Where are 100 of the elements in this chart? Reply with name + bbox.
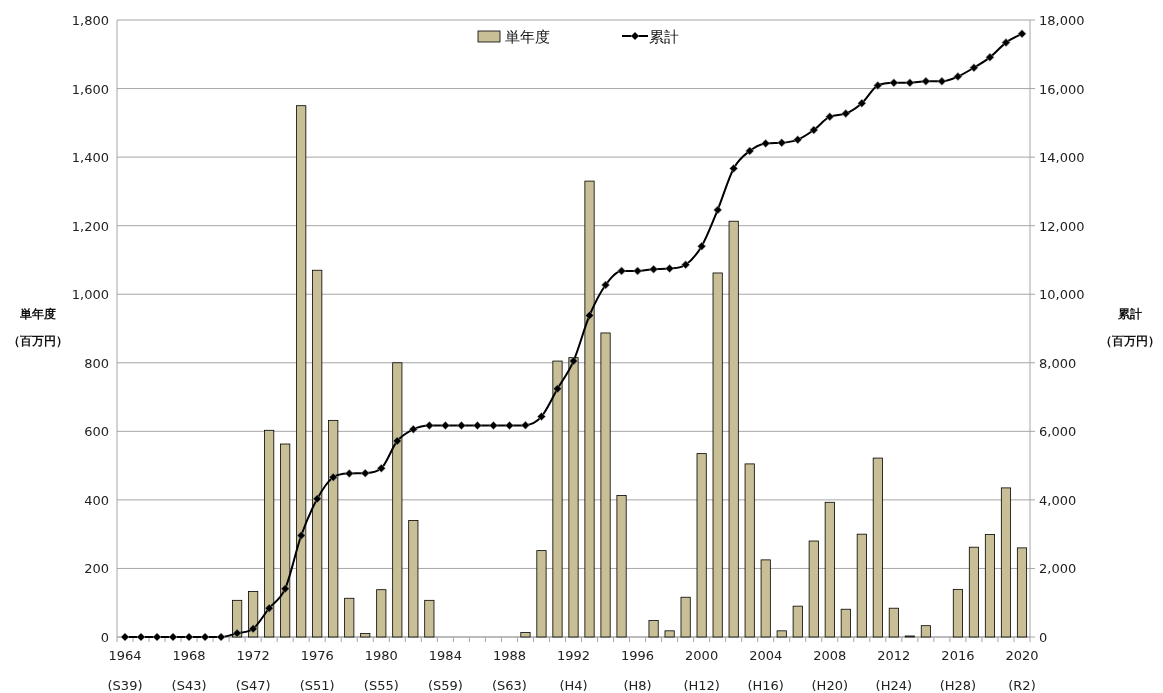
point (184, 632, 194, 642)
y2-tick-label: 18,000 (1039, 13, 1085, 28)
point (280, 584, 290, 593)
point (873, 81, 883, 90)
bar (840, 608, 851, 638)
point (969, 63, 979, 72)
point (248, 624, 258, 634)
bar (856, 533, 867, 638)
point (537, 412, 546, 421)
point (617, 266, 626, 276)
bar (616, 495, 627, 638)
y-tick-label: 0 (100, 630, 109, 645)
y2-axis-title: 累計（百万円） (1100, 307, 1160, 348)
bar (376, 589, 387, 638)
x-tick-label: 1992 (H4) (556, 648, 591, 693)
point (697, 241, 706, 251)
x-tick-label: 1976 (S51) (299, 648, 335, 693)
point (312, 494, 322, 504)
y-tick-label: 200 (84, 561, 109, 577)
y2-tick-label: 10,000 (1039, 287, 1085, 303)
point (665, 264, 674, 273)
y-tick-label: 1,200 (71, 218, 109, 234)
point (328, 472, 338, 482)
point (521, 420, 530, 430)
point (649, 264, 658, 274)
x-tick-label: 2016 (H28) (939, 648, 977, 693)
y2-tick-label: 16,000 (1039, 81, 1085, 97)
point (376, 464, 386, 473)
bar (680, 596, 691, 638)
point (841, 109, 851, 118)
point (553, 384, 562, 394)
point (633, 266, 642, 276)
bar (792, 605, 803, 638)
bar (712, 272, 723, 638)
x-tick-label: 1980 (S55) (363, 648, 399, 693)
bar (728, 220, 739, 638)
bar (952, 588, 963, 638)
bar (408, 520, 419, 638)
bar (664, 630, 675, 638)
bar (968, 546, 979, 638)
point (793, 135, 803, 144)
x-tick-label: 1988 (S63) (491, 648, 527, 693)
bar (920, 625, 931, 638)
point (296, 531, 306, 540)
x-tick-label: 2004 (H16) (747, 648, 784, 693)
x-tick-label: 2020 (R2) (1005, 648, 1039, 693)
bar (760, 559, 771, 638)
legend-label: 単年度 (505, 28, 550, 46)
point (1017, 29, 1027, 39)
legend-label: 累計 (649, 28, 679, 46)
point (985, 53, 995, 62)
point (360, 468, 370, 478)
y2-tick-label: 4,000 (1039, 492, 1077, 508)
bar (776, 630, 787, 638)
point (505, 421, 514, 430)
point (905, 78, 915, 88)
point (216, 632, 226, 642)
y-tick-label: 1,600 (71, 81, 109, 97)
bar (888, 607, 899, 638)
bar (600, 332, 611, 638)
point (569, 356, 578, 366)
point (152, 632, 162, 642)
bar (984, 534, 995, 638)
y2-tick-label: 12,000 (1039, 218, 1085, 234)
x-tick-label: 2000 (H12) (683, 648, 720, 693)
point (425, 421, 434, 430)
bar (872, 457, 883, 638)
point (953, 72, 963, 81)
point (713, 205, 722, 215)
x-tick-label: 1968 (S43) (171, 648, 207, 693)
point (136, 632, 146, 642)
y-tick-label: 800 (84, 355, 109, 371)
point (889, 78, 899, 88)
y2-tick-label: 6,000 (1039, 424, 1077, 440)
point (681, 260, 690, 270)
point (120, 632, 130, 642)
y2-tick-label: 2,000 (1039, 561, 1077, 577)
point (232, 628, 242, 638)
y-tick-label: 600 (84, 424, 109, 440)
point (473, 421, 482, 430)
point (921, 77, 931, 86)
y-tick-label: 1,800 (71, 13, 109, 28)
bar (1016, 547, 1028, 638)
bar (520, 632, 531, 638)
point (825, 112, 835, 121)
x-tick-label: 1972 (S47) (235, 648, 271, 693)
x-tick-label: 2012 (H24) (875, 648, 913, 693)
bar (360, 633, 371, 638)
bar (536, 550, 547, 638)
point (264, 603, 274, 613)
bar (696, 453, 707, 638)
y-tick-label: 1,400 (71, 150, 109, 166)
point (393, 436, 402, 446)
point (729, 164, 738, 173)
point (777, 138, 787, 148)
point (585, 311, 594, 320)
bar (1000, 487, 1012, 638)
point (937, 77, 947, 86)
point (761, 139, 771, 148)
point (857, 98, 867, 108)
